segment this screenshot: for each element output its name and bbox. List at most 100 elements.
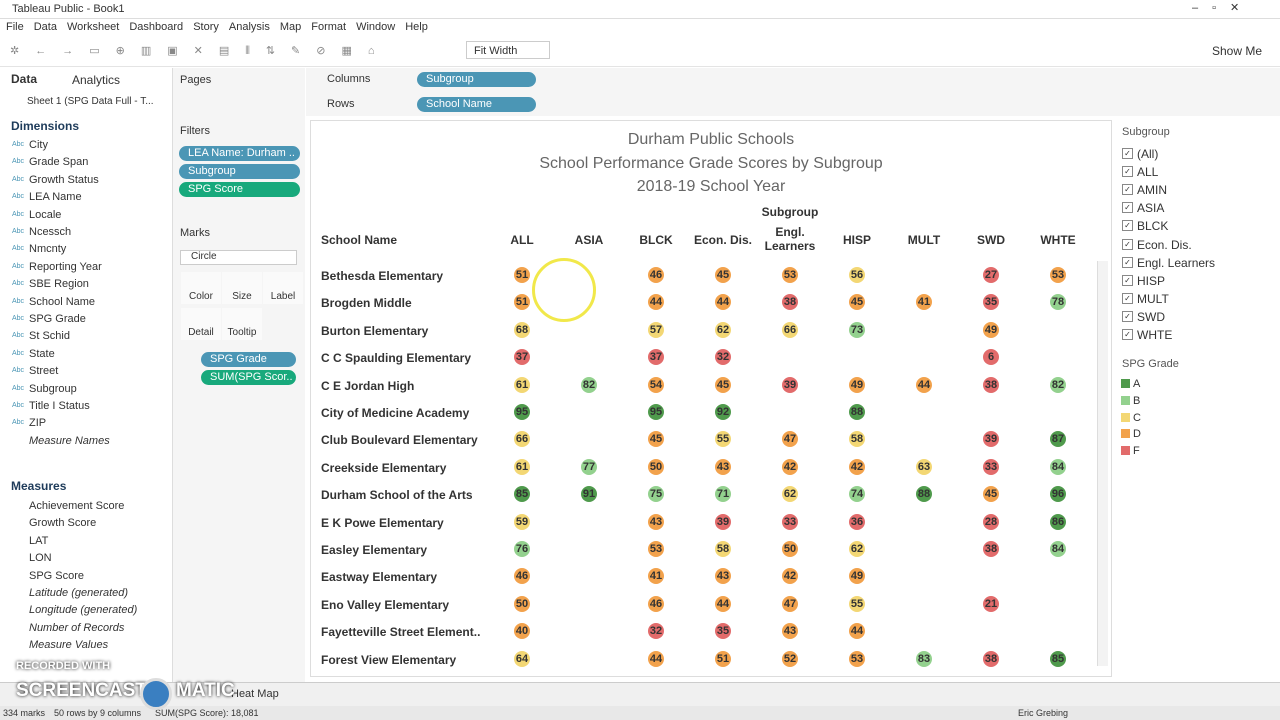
score-circle[interactable]: 44 [916,376,932,393]
filter-item[interactable]: ALL [1137,165,1159,180]
mark-button[interactable]: Color [181,272,221,304]
score-circle[interactable]: 44 [715,294,731,311]
mark-pill[interactable]: SPG Grade [201,352,296,367]
dimension-field[interactable]: Grade Span [29,156,89,169]
measure-field[interactable]: Number of Records [29,621,125,634]
measure-field[interactable]: LON [29,552,52,565]
menu-item[interactable]: Analysis [228,21,270,33]
menu-item[interactable]: Story [193,21,219,33]
score-circle[interactable]: 75 [648,486,664,503]
score-circle[interactable]: 87 [1050,431,1066,448]
score-circle[interactable]: 96 [1050,486,1066,503]
score-circle[interactable]: 66 [514,431,530,448]
menu-item[interactable]: File [6,21,24,33]
score-circle[interactable]: 49 [983,321,999,338]
filter-item[interactable]: AMIN [1137,183,1167,198]
dimension-field[interactable]: St Schid [29,330,70,343]
score-circle[interactable]: 53 [648,541,664,557]
measure-field[interactable]: SPG Score [29,569,85,582]
columns-pill[interactable]: Subgroup [417,72,536,87]
score-circle[interactable]: 40 [514,623,530,640]
score-circle[interactable]: 37 [514,349,530,366]
score-circle[interactable]: 44 [715,595,731,612]
score-circle[interactable]: 37 [648,349,664,366]
score-circle[interactable]: 56 [849,267,865,283]
score-circle[interactable]: 47 [782,595,798,612]
dimension-field[interactable]: State [29,347,55,360]
score-circle[interactable]: 32 [648,623,664,640]
score-circle[interactable]: 35 [715,623,731,640]
menu-item[interactable]: Data [33,21,57,33]
rows-pill[interactable]: School Name [417,97,536,112]
score-circle[interactable]: 43 [648,513,664,530]
menu-item[interactable]: Worksheet [66,21,120,33]
score-circle[interactable]: 38 [983,541,999,557]
score-circle[interactable]: 38 [983,376,999,393]
checkbox[interactable]: ✓ [1122,166,1133,178]
dimension-field[interactable]: Title I Status [29,400,90,412]
dimension-field[interactable]: SPG Grade [29,313,86,325]
score-circle[interactable]: 39 [782,376,798,393]
score-circle[interactable]: 63 [916,458,932,475]
score-circle[interactable]: 66 [782,321,798,338]
filter-item[interactable]: HISP [1137,273,1166,288]
score-circle[interactable]: 58 [715,541,731,557]
score-circle[interactable]: 64 [514,650,530,667]
checkbox[interactable]: ✓ [1122,256,1133,268]
score-circle[interactable]: 45 [849,294,865,311]
score-circle[interactable]: 77 [581,458,597,475]
menu-item[interactable]: Window [356,21,396,33]
menu-item[interactable]: Dashboard [129,21,184,33]
score-circle[interactable]: 51 [514,294,530,311]
show-me[interactable]: Show Me [1212,44,1263,58]
score-circle[interactable]: 95 [514,404,530,420]
filter-item[interactable]: ASIA [1137,201,1165,216]
score-circle[interactable]: 53 [782,267,798,283]
score-circle[interactable]: 44 [648,294,664,311]
checkbox[interactable]: ✓ [1122,292,1133,304]
checkbox[interactable]: ✓ [1122,238,1133,250]
score-circle[interactable]: 44 [849,623,865,640]
filter-item[interactable]: Engl. Learners [1137,255,1216,270]
score-circle[interactable]: 41 [916,294,932,311]
score-circle[interactable]: 53 [849,650,865,667]
dimension-field[interactable]: Growth Status [29,173,99,186]
score-circle[interactable]: 92 [715,404,731,420]
measure-field[interactable]: Growth Score [29,517,97,530]
score-circle[interactable]: 43 [715,568,731,585]
mark-button[interactable]: Tooltip [222,308,262,340]
toolbar-icons[interactable]: ✲←→▭⊕▥▣✕▤⫴⇅✎⊘▦⌂ [10,45,391,57]
score-circle[interactable]: 36 [849,513,865,530]
checkbox[interactable]: ✓ [1122,329,1133,340]
score-circle[interactable]: 62 [849,541,865,557]
mark-pill[interactable]: SUM(SPG Scor.. [201,370,296,385]
score-circle[interactable]: 68 [514,321,530,338]
score-circle[interactable]: 38 [782,294,798,311]
measure-field[interactable]: LAT [29,534,49,547]
checkbox[interactable]: ✓ [1122,310,1133,322]
score-circle[interactable]: 61 [514,376,530,393]
score-circle[interactable]: 28 [983,513,999,530]
score-circle[interactable]: 88 [916,486,932,503]
score-circle[interactable]: 83 [916,650,932,667]
score-circle[interactable]: 91 [581,486,597,503]
score-circle[interactable]: 61 [514,458,530,475]
score-circle[interactable]: 84 [1050,458,1066,475]
score-circle[interactable]: 42 [782,458,798,475]
score-circle[interactable]: 59 [514,513,530,530]
score-circle[interactable]: 38 [983,650,999,667]
dimension-field[interactable]: Street [29,365,59,378]
score-circle[interactable]: 62 [782,486,798,503]
score-circle[interactable]: 39 [715,513,731,530]
score-circle[interactable]: 49 [849,568,865,585]
checkbox[interactable]: ✓ [1122,184,1133,196]
score-circle[interactable]: 33 [983,458,999,475]
filter-pill[interactable]: SPG Score [179,182,300,197]
dimension-field[interactable]: LEA Name [29,191,82,204]
mark-button[interactable]: Size [222,272,262,304]
score-circle[interactable]: 84 [1050,541,1066,557]
score-circle[interactable]: 54 [648,376,664,393]
score-circle[interactable]: 85 [514,486,530,503]
score-circle[interactable]: 57 [648,321,664,338]
filter-item[interactable]: BLCK [1137,219,1169,234]
